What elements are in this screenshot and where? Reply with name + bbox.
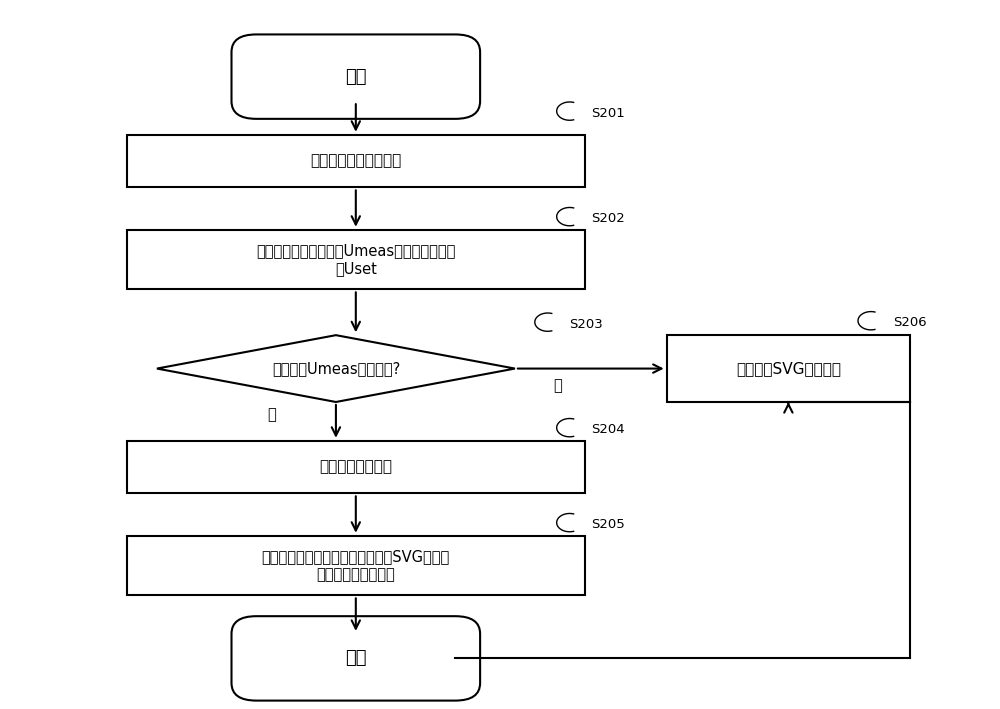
Text: 获得各个支路点的电压Umeas以及电压控制命
令Uset: 获得各个支路点的电压Umeas以及电压控制命 令Uset	[256, 243, 455, 276]
Bar	[127, 535, 585, 596]
Text: 是: 是	[267, 407, 276, 422]
Text: 风机置换SVG无功命令: 风机置换SVG无功命令	[736, 361, 841, 376]
Text: S205: S205	[591, 518, 625, 531]
Text: S201: S201	[591, 107, 625, 120]
Text: S203: S203	[570, 318, 603, 331]
Text: 否: 否	[553, 379, 562, 393]
Text: 结束: 结束	[345, 649, 367, 667]
Text: 开始: 开始	[345, 67, 367, 86]
FancyBboxPatch shape	[232, 35, 480, 119]
FancyBboxPatch shape	[232, 616, 480, 700]
Bar	[667, 335, 910, 402]
Polygon shape	[157, 335, 515, 402]
Bar	[127, 441, 585, 493]
Text: 获得目标无功功率: 获得目标无功功率	[319, 459, 392, 474]
Text: 设置支路点的系统阻抗: 设置支路点的系统阻抗	[310, 154, 401, 169]
Text: 生成对该支路点的无功命令，通过SVG执行对
该支路点的无功命令: 生成对该支路点的无功命令，通过SVG执行对 该支路点的无功命令	[262, 549, 450, 581]
Text: S206: S206	[893, 316, 926, 330]
Bar	[127, 135, 585, 187]
Text: 确定电压Umeas是否越线?: 确定电压Umeas是否越线?	[272, 361, 400, 376]
Text: S202: S202	[591, 212, 625, 225]
Bar	[127, 230, 585, 289]
Text: S204: S204	[591, 423, 625, 436]
